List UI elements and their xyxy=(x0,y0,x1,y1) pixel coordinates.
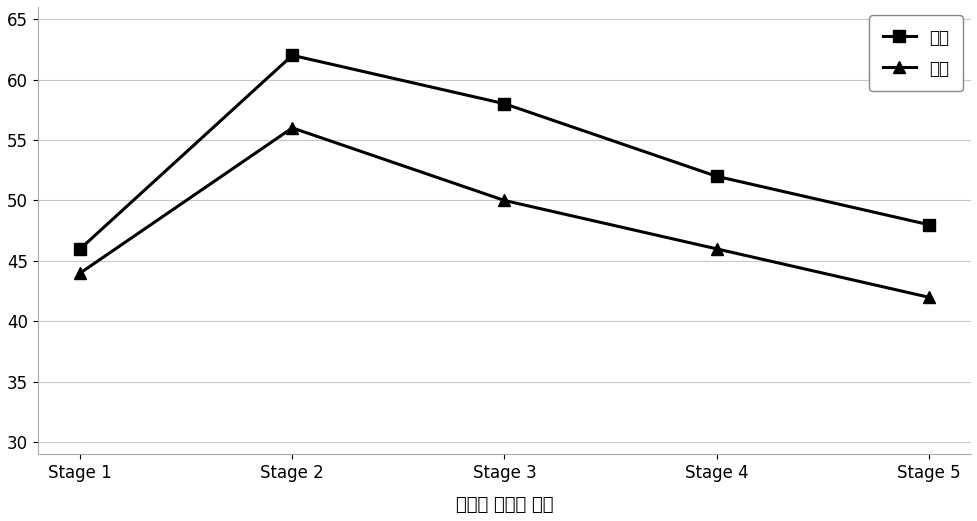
Line: 여름: 여름 xyxy=(74,50,933,254)
겨울 xyxy=(710,246,722,252)
여름 xyxy=(286,52,298,58)
겨울 xyxy=(286,125,298,131)
Text: 평
균
온
도
(℃): 평 균 온 도 (℃) xyxy=(0,180,1,281)
여름 xyxy=(74,246,86,252)
X-axis label: 원통형 발효기 내부: 원통형 발효기 내부 xyxy=(455,496,553,514)
Legend: 여름, 겨울: 여름, 겨울 xyxy=(869,15,961,91)
여름 xyxy=(710,173,722,179)
Line: 겨울: 겨울 xyxy=(74,122,933,303)
겨울 xyxy=(922,294,934,300)
겨울 xyxy=(74,270,86,276)
여름 xyxy=(922,221,934,228)
겨울 xyxy=(498,197,510,204)
여름 xyxy=(498,101,510,107)
